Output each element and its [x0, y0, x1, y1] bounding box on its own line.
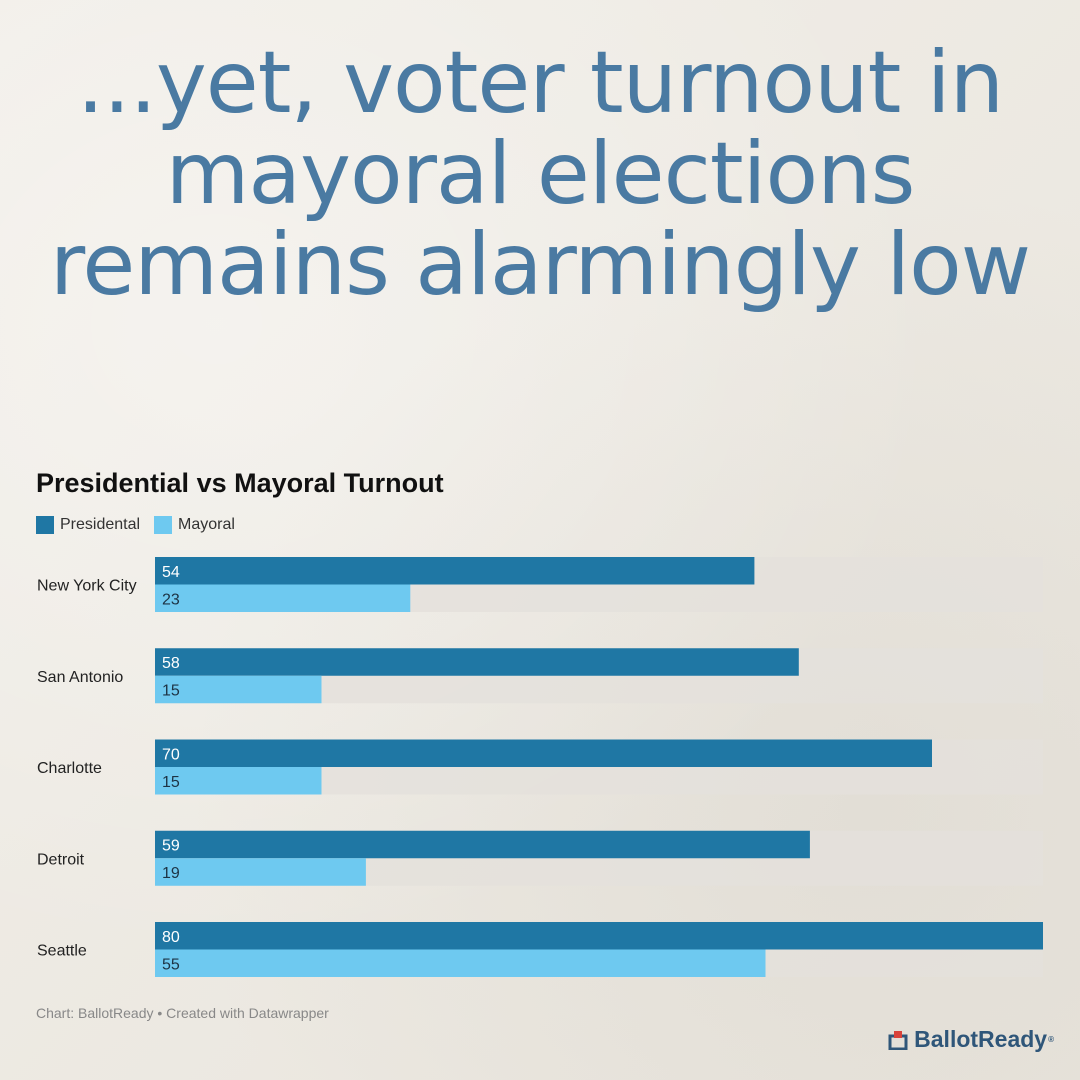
category-label: New York City: [37, 578, 137, 595]
bar-presidential: [155, 648, 799, 676]
category-label: Detroit: [37, 851, 85, 868]
bar-presidential: [155, 830, 810, 859]
category-label: Charlotte: [37, 760, 102, 777]
data-label: 58: [162, 655, 180, 672]
bar-mayoral: [155, 584, 411, 612]
data-label: 55: [162, 956, 180, 973]
bar-mayoral: [155, 858, 366, 886]
data-label: 70: [162, 746, 180, 763]
headline: ...yet, voter turnout in mayoral electio…: [49, 33, 1031, 315]
data-label: 54: [162, 564, 180, 581]
chart-source: Chart: BallotReady • Created with Datawr…: [36, 1005, 329, 1021]
legend-item-presidential: Presidental: [36, 516, 140, 534]
data-label: 59: [162, 838, 180, 855]
data-label: 19: [162, 865, 180, 882]
data-label: 15: [162, 683, 180, 700]
data-label: 15: [162, 774, 180, 791]
chart-title: Presidential vs Mayoral Turnout: [36, 468, 444, 498]
brand-logo: BallotReady ®: [888, 1026, 1054, 1053]
legend-item-mayoral: Mayoral: [154, 516, 235, 534]
legend-label-mayoral: Mayoral: [178, 516, 235, 533]
brand-registered-mark: ®: [1048, 1035, 1054, 1044]
category-label: Seattle: [37, 943, 87, 960]
brand-name: BallotReady: [914, 1026, 1048, 1052]
legend-swatch-presidential: [36, 516, 54, 534]
bar-presidential: [155, 557, 755, 585]
bar-presidential: [155, 739, 932, 767]
ballot-box-icon: [888, 1030, 908, 1050]
legend-swatch-mayoral: [154, 516, 173, 534]
legend-label-presidential: Presidental: [60, 516, 141, 533]
category-label: San Antonio: [37, 669, 123, 686]
bar-mayoral: [155, 675, 322, 704]
data-label: 80: [162, 929, 180, 946]
bar-mayoral: [155, 949, 766, 977]
bar-mayoral: [155, 767, 322, 795]
bar-presidential: [155, 922, 1043, 950]
chart-legend: Presidental Mayoral: [36, 516, 249, 534]
data-label: 23: [162, 591, 180, 608]
